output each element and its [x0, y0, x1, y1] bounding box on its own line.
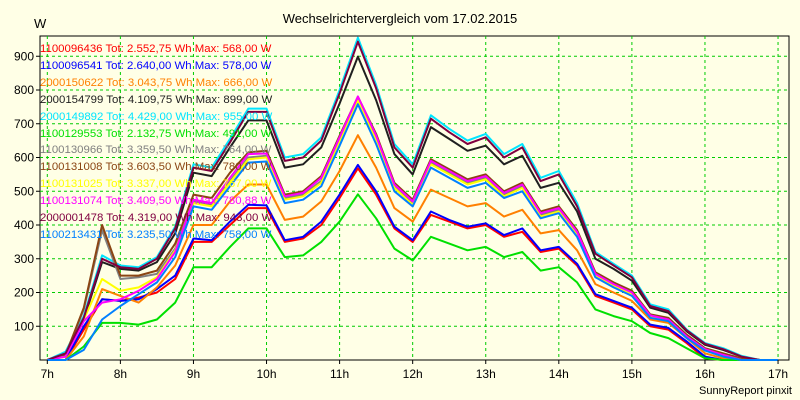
series-line-4 [46, 55, 778, 361]
tick-label-y: 200 [14, 286, 34, 300]
tick-label-y: 500 [14, 184, 34, 198]
tick-label-x: 14h [549, 367, 569, 381]
tick-label-y: 400 [14, 218, 34, 232]
tick-label-x: 13h [476, 367, 496, 381]
tick-label-x: 16h [695, 367, 715, 381]
grid [40, 36, 789, 360]
tick-label-y: 700 [14, 117, 34, 131]
legend-item-7: 1100130966 Tot: 3.359,50 Wh Max: 764,00 … [40, 144, 272, 157]
tick-label-x: 12h [403, 367, 423, 381]
legend-item-10: 1100131074 Tot: 3.409,50 Wh Max: 780,88 … [40, 195, 272, 208]
legend-item-8: 1100131008 Tot: 3.603,50 Wh Max: 780,00 … [40, 161, 272, 174]
legend-item-2: 1100096541 Tot: 2.640,00 Wh Max: 578,00 … [40, 59, 272, 72]
footer-credit: SunnyReport pinxit [699, 385, 792, 397]
legend-item-5: 2000149892 Tot: 4.429,00 Wh Max: 955,00 … [40, 110, 273, 123]
tick-label-x: 7h [41, 367, 54, 381]
tick-label-x: 11h [330, 367, 349, 381]
tick-label-x: 10h [257, 367, 277, 381]
chart-title: Wechselrichtervergleich vom 17.02.2015 [282, 11, 518, 26]
tick-label-x: 8h [114, 367, 127, 381]
series-line-12 [47, 103, 778, 361]
series-line-10 [47, 95, 778, 361]
legend-item-11: 2000001478 Tot: 4.319,00 Wh Max: 943,00 … [40, 212, 273, 225]
tick-label-y: 300 [14, 252, 34, 266]
legend-item-1: 1100096436 Tot: 2.552,75 Wh Max: 568,00 … [40, 43, 272, 55]
tick-label-x: 9h [187, 367, 200, 381]
legend-item-9: 1100131025 Tot: 3.337,00 Wh Max: 767,00 … [40, 178, 272, 191]
axes: 100 200 300 400 500 600 700 800 900 7h 8h 9h 10h 11h 1… [14, 49, 788, 381]
legend-item-12: 1100213431 Tot: 3.235,50 Wh Max: 758,00 … [40, 228, 272, 241]
series-line-6 [47, 193, 778, 361]
legend-item-3: 2000150622 Tot: 3.043,75 Wh Max: 666,00 … [40, 76, 273, 89]
legend-item-4: 2000154799 Tot: 4.109,75 Wh Max: 899,00 … [40, 93, 273, 106]
series-line-11 [46, 40, 778, 361]
series-group [46, 36, 778, 361]
tick-label-x: 17h [768, 367, 788, 381]
legend: 1100096436 Tot: 2.552,75 Wh Max: 568,00 … [40, 41, 272, 244]
series-line-1 [47, 167, 778, 361]
series-line-3 [47, 134, 778, 361]
tick-label-x: 15h [622, 367, 642, 381]
tick-label-y: 600 [14, 151, 34, 165]
tick-label-y: 800 [14, 83, 34, 97]
legend-item-6: 1100129553 Tot: 2.132,75 Wh Max: 491,00 … [40, 127, 272, 140]
y-axis-label: W [34, 16, 47, 31]
tick-label-y: 100 [14, 319, 34, 333]
tick-label-y: 900 [14, 49, 34, 63]
series-line-2 [47, 163, 778, 361]
